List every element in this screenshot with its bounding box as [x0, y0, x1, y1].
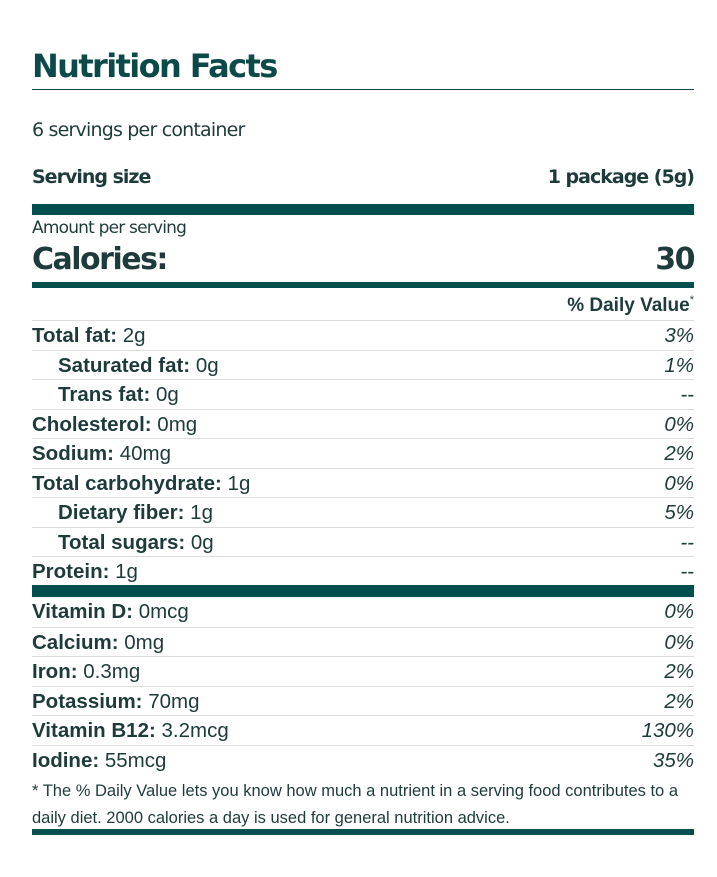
nutrient-label: Total sugars: 0g [32, 528, 214, 557]
list-item: Saturated fat: 0g 1% [32, 349, 694, 380]
nutrient-amount: 70mg [142, 689, 200, 713]
nutrient-name: Calcium: [32, 630, 119, 654]
serving-size: Serving size 1 package (5g) [32, 166, 695, 188]
nutrient-amount: 1g [109, 560, 138, 583]
nutrient-label: Saturated fat: 0g [32, 351, 219, 380]
nutrient-name: Total sugars: [58, 530, 186, 554]
vitamin-list: Vitamin D: 0mcg 0% Calcium: 0mg 0% Iron: 0.3… [32, 597, 694, 774]
nutrient-name: Vitamin D: [32, 600, 133, 623]
nutrient-label: Cholesterol: 0mg [32, 410, 197, 439]
nutrient-list: Total fat: 2g 3% Saturated fat: 0g 1% Trans … [32, 320, 694, 586]
daily-value: 0% [664, 600, 694, 623]
list-item: Dietary fiber: 1g 5% [32, 497, 694, 527]
daily-value: 130% [641, 719, 694, 742]
daily-value: -- [680, 560, 694, 583]
nutrient-amount: 0g [185, 530, 214, 554]
asterisk: * [689, 294, 694, 306]
nutrient-amount: 40mg [114, 442, 171, 465]
daily-value: -- [680, 530, 694, 554]
list-item: Calcium: 0mg 0% [32, 626, 694, 657]
daily-value: 3% [664, 324, 694, 347]
nutrient-amount: 0mcg [133, 600, 189, 623]
list-item: Protein: 1g -- [32, 556, 694, 586]
daily-value: 0% [664, 630, 694, 654]
nutrient-name: Trans fat: [58, 383, 151, 406]
nutrient-name: Cholesterol: [32, 412, 152, 436]
nutrient-amount: 2g [117, 324, 146, 347]
daily-value: 2% [664, 442, 694, 465]
nutrient-amount: 1g [184, 501, 213, 524]
nutrient-name: Protein: [32, 560, 110, 583]
nutrient-name: Sodium: [32, 442, 114, 465]
calories-value: 30 [655, 242, 695, 277]
servings-per-container: 6 servings per container [32, 119, 245, 141]
list-item: Total fat: 2g 3% [32, 320, 694, 350]
nutrient-label: Iron: 0.3mg [32, 657, 140, 686]
nutrient-name: Dietary fiber: [58, 501, 185, 524]
nutrient-name: Iron: [32, 660, 78, 683]
nutrient-amount: 0.3mg [77, 660, 141, 683]
daily-value: 2% [664, 660, 694, 683]
nutrient-name: Saturated fat: [58, 353, 191, 377]
daily-value: 1% [664, 353, 694, 377]
daily-value: 0% [664, 471, 694, 495]
nutrient-name: Vitamin B12: [32, 719, 156, 742]
footnote: * The % Daily Value lets you know how mu… [32, 782, 678, 827]
list-item: Cholesterol: 0mg 0% [32, 408, 694, 439]
nutrient-label: Potassium: 70mg [32, 687, 199, 716]
nutrient-label: Iodine: 55mcg [32, 746, 166, 775]
nutrient-label: Vitamin D: 0mcg [32, 597, 189, 627]
list-item: Trans fat: 0g -- [32, 379, 694, 409]
nutrient-amount: 0g [190, 353, 219, 377]
daily-value: -- [680, 383, 694, 406]
list-item: Iodine: 55mcg 35% [32, 744, 694, 775]
daily-value: 5% [664, 501, 694, 524]
nutrient-label: Total fat: 2g [32, 321, 146, 350]
list-item: Iron: 0.3mg 2% [32, 656, 694, 686]
list-item: Total carbohydrate: 1g 0% [32, 467, 694, 498]
daily-value: 2% [664, 689, 694, 713]
nutrient-label: Vitamin B12: 3.2mcg [32, 716, 229, 745]
nutrient-amount: 0g [150, 383, 179, 406]
medium-divider [32, 282, 694, 288]
bottom-divider [32, 829, 694, 835]
thick-divider [32, 204, 694, 215]
nutrient-label: Protein: 1g [32, 557, 138, 586]
list-item: Vitamin B12: 3.2mcg 130% [32, 715, 694, 745]
daily-value-header-text: % Daily Value [567, 295, 690, 316]
page-title: Nutrition Facts [32, 47, 278, 85]
nutrient-name: Total carbohydrate: [32, 471, 222, 495]
nutrient-amount: 1g [221, 471, 251, 495]
daily-value-header: % Daily Value* [567, 294, 694, 317]
calories-label: Calories: [32, 242, 168, 277]
divider [32, 89, 694, 90]
list-item: Vitamin D: 0mcg 0% [32, 597, 694, 627]
nutrient-name: Total fat: [32, 324, 118, 347]
nutrient-label: Sodium: 40mg [32, 439, 171, 468]
calories: Calories: 30 [32, 242, 695, 277]
list-item: Potassium: 70mg 2% [32, 685, 694, 716]
serving-size-label: Serving size [32, 166, 151, 188]
list-item: Sodium: 40mg 2% [32, 438, 694, 468]
nutrient-name: Potassium: [32, 689, 143, 713]
thick-divider [32, 585, 694, 597]
nutrient-label: Trans fat: 0g [32, 380, 179, 409]
nutrient-amount: 55mcg [99, 748, 167, 772]
daily-value: 0% [664, 412, 694, 436]
nutrient-label: Dietary fiber: 1g [32, 498, 213, 527]
nutrient-amount: 0mg [151, 412, 198, 436]
amount-per-serving: Amount per serving [32, 218, 187, 238]
daily-value: 35% [652, 748, 694, 772]
nutrient-name: Iodine: [32, 748, 100, 772]
nutrient-label: Total carbohydrate: 1g [32, 469, 250, 498]
nutrient-label: Calcium: 0mg [32, 628, 164, 657]
serving-size-value: 1 package (5g) [547, 166, 695, 188]
list-item: Total sugars: 0g -- [32, 526, 694, 557]
nutrient-amount: 0mg [118, 630, 165, 654]
nutrient-amount: 3.2mcg [155, 719, 229, 742]
